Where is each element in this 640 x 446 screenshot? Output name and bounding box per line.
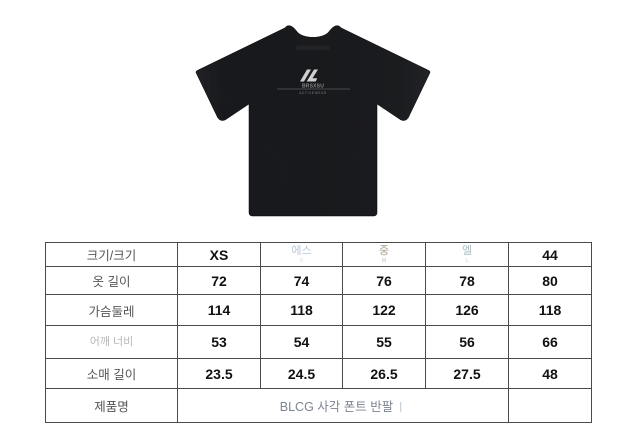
svg-text:ACTIVEWEAR: ACTIVEWEAR: [299, 91, 327, 95]
svg-text:BRSXSU: BRSXSU: [302, 83, 324, 89]
